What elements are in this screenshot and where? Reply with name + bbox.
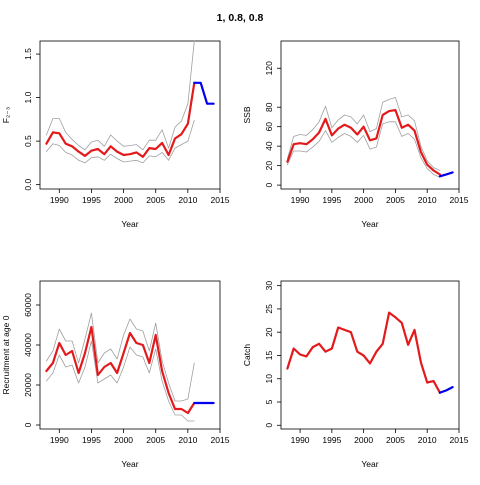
y-tick-label: 80 [264,102,274,112]
x-tick-label: 2010 [178,195,197,205]
panel-fishing-mortality: 1990 1995 2000 2005 2010 2015 0.0 0.5 1.0 1.5 Year… [1,40,230,229]
y-tick-label: 0 [264,182,274,187]
x-tick-label: 2000 [114,435,133,445]
plot-frame [39,280,221,430]
x-tick-label: 2000 [114,195,133,205]
x-axis-label: Year [361,219,378,229]
figure-title: 1, 0.8, 0.8 [217,12,264,24]
y-axis-label: Recruitment at age 0 [1,315,11,394]
estimate-line [45,81,196,158]
y-tick-label: 40000 [23,333,33,357]
x-tick-label: 1995 [82,435,101,445]
x-tick-label: 2010 [178,435,197,445]
y-tick-label: 60 [264,122,274,132]
y-axis-label: F₂₋₃ [1,107,11,123]
x-tick-label: 2005 [146,435,165,445]
x-tick-label: 1990 [291,435,310,445]
y-tick-label: 10 [264,374,274,384]
x-tick-label: 2010 [418,435,437,445]
y-tick-label: 0.0 [23,178,33,190]
y-tick-label: 0 [264,423,274,428]
confidence-band-lower [46,119,195,164]
x-tick-label: 1990 [50,195,69,205]
y-tick-label: 120 [264,61,274,75]
y-tick-label: 0 [23,422,33,427]
x-tick-label: 2000 [354,195,373,205]
plot-frame [280,280,460,430]
estimate-line [45,325,196,415]
plot-frame [280,40,460,190]
panel-catch: 1990 1995 2000 2005 2010 2015 0 5 10 15 20 25 30 Year… [242,280,469,469]
y-axis-label: SSB [242,106,252,123]
panel-recruitment: 1990 1995 2000 2005 2010 2015 0 20000 40000 60000… [1,280,230,469]
x-tick-label: 2005 [386,435,405,445]
y-tick-label: 5 [264,399,274,404]
y-tick-label: 30 [264,281,274,291]
x-tick-label: 1990 [291,195,310,205]
confidence-band-upper [286,97,441,171]
x-tick-label: 2015 [450,435,469,445]
x-axis-label: Year [121,219,138,229]
estimate-line [286,311,441,394]
x-tick-label: 2015 [450,195,469,205]
y-tick-label: 60000 [23,293,33,317]
x-tick-label: 2015 [211,195,230,205]
y-tick-label: 15 [264,350,274,360]
x-axis-label: Year [361,459,378,469]
y-tick-label: 20 [264,161,274,171]
y-axis-label: Catch [242,344,252,366]
x-tick-label: 2015 [211,435,230,445]
confidence-band-lower [286,121,441,178]
y-tick-label: 1.0 [23,91,33,103]
plot-frame [39,40,221,190]
y-tick-label: 0.5 [23,135,33,147]
y-tick-label: 20 [264,327,274,337]
x-axis-label: Year [121,459,138,469]
forecast-line [438,386,454,394]
confidence-band-upper [46,40,195,151]
forecast-line [438,171,454,178]
x-tick-label: 1995 [82,195,101,205]
y-tick-label: 1.5 [23,48,33,60]
confidence-band-lower [46,340,195,422]
y-tick-label: 40 [264,141,274,151]
y-tick-label: 25 [264,304,274,314]
x-tick-label: 1990 [50,435,69,445]
forecast-line [193,81,215,105]
y-tick-label: 20000 [23,373,33,397]
confidence-band-upper [46,312,195,402]
x-tick-label: 2000 [354,435,373,445]
x-tick-label: 1995 [322,435,341,445]
x-tick-label: 2005 [386,195,405,205]
estimate-line [286,108,441,176]
x-tick-label: 2010 [418,195,437,205]
x-tick-label: 2005 [146,195,165,205]
x-tick-label: 1995 [322,195,341,205]
panel-ssb: 1990 1995 2000 2005 2010 2015 0 20 40 60 80 120 Year… [242,40,469,229]
